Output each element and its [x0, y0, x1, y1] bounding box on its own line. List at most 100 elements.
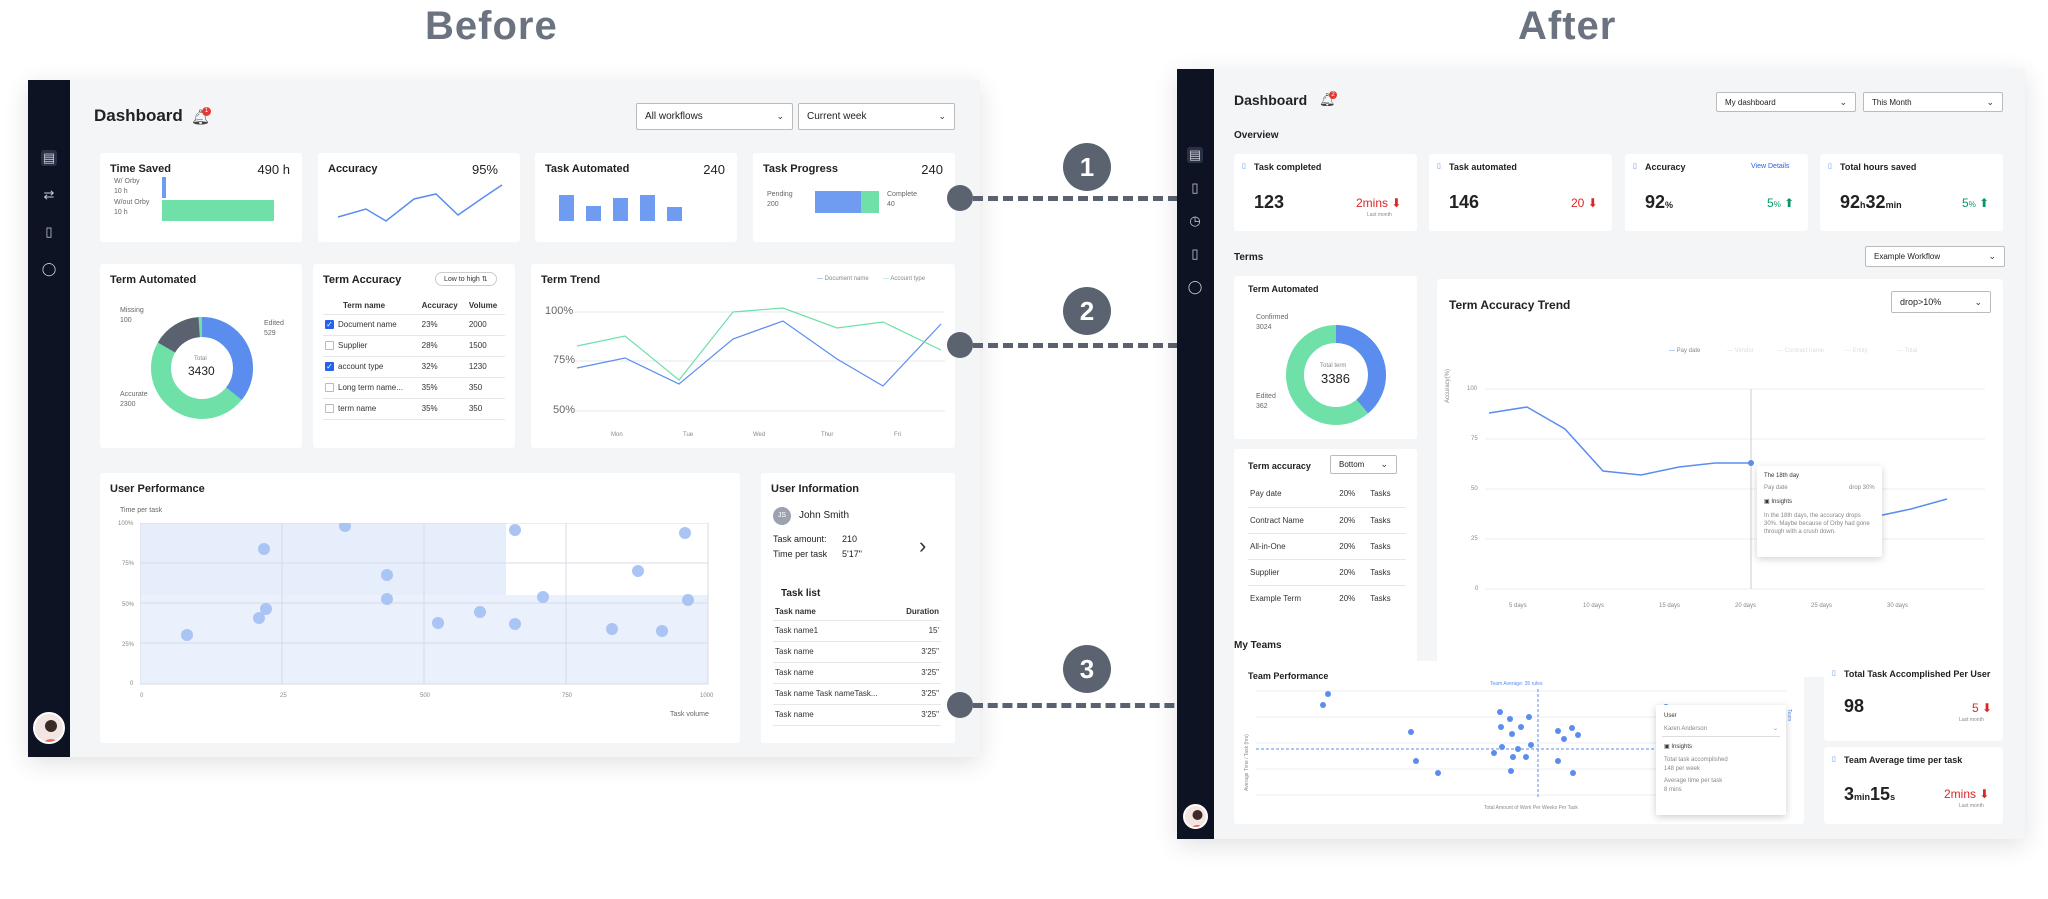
table-row[interactable]: Example Term 20% Tasks: [1248, 585, 1406, 611]
legend-label: Edited: [264, 320, 284, 327]
y-tick: 25: [1471, 536, 1478, 542]
card-title: Term accuracy: [1248, 461, 1311, 471]
task-name: Task name: [773, 662, 898, 684]
sort-button[interactable]: Low to high ⇅: [435, 272, 497, 286]
file-icon[interactable]: ▯: [1191, 246, 1199, 261]
total-task-card: ▯ Total Task Accomplished Per User 98 5 …: [1824, 661, 2003, 741]
team-performance-card: Team Performance Team Average: 35 rules …: [1234, 661, 1804, 824]
drop-filter-select[interactable]: drop>10% ⌄: [1891, 291, 1991, 313]
column-header: Volume: [466, 298, 505, 315]
arrow-down-icon: ⬇: [1979, 787, 1990, 801]
table-row[interactable]: term name 35% 350: [323, 398, 505, 420]
chevron-down-icon: ⌄: [1986, 96, 1994, 107]
table-row[interactable]: Supplier 28% 1500: [323, 335, 505, 357]
table-row[interactable]: Task name1 15': [773, 620, 941, 642]
kpi-unit: h: [1860, 200, 1866, 210]
bar-with-orby: [162, 177, 166, 198]
kpi-unit: min: [1854, 792, 1871, 802]
table-row[interactable]: Long term name... 35% 350: [323, 377, 505, 399]
task-automated-card: Task Automated 240: [535, 153, 737, 242]
before-dashboard: ▤ ⇄ ▯ ◯ Dashboard 🔔︎ 1 All workflows ⌄ Cu…: [28, 80, 980, 757]
kpi-card: ▯ Total hours saved 92h32min 5% ⬆: [1820, 154, 2003, 231]
workflow-select[interactable]: All workflows ⌄: [636, 103, 793, 130]
volume-cell: 350: [466, 377, 505, 399]
accuracy-trend-chart: [1485, 388, 1985, 590]
kpi-value: 3min15s: [1844, 784, 1895, 805]
table-row[interactable]: Task name 3'25": [773, 641, 941, 663]
tasks-link[interactable]: Tasks: [1368, 507, 1406, 534]
checkbox[interactable]: [325, 404, 334, 414]
kpi-delta: 5% ⬆: [1962, 196, 1989, 210]
tasks-link[interactable]: Tasks: [1368, 481, 1406, 508]
page-title: Dashboard: [94, 106, 183, 125]
avatar[interactable]: [33, 712, 65, 744]
chart-icon[interactable]: ▤: [41, 150, 57, 166]
workflow-select[interactable]: Example Workflow ⌄: [1865, 246, 2005, 267]
view-select[interactable]: My dashboard ⌄: [1716, 92, 1856, 112]
table-row[interactable]: Pay date 20% Tasks: [1248, 481, 1406, 508]
document-icon: ▯: [1633, 163, 1637, 170]
table-row[interactable]: Task name 3'25": [773, 704, 941, 726]
user-select[interactable]: Karen Anderson ⌄: [1662, 723, 1780, 737]
table-row[interactable]: All-in-One 20% Tasks: [1248, 533, 1406, 560]
table-row[interactable]: Task name Task nameTask... 3'25": [773, 683, 941, 705]
document-icon[interactable]: ▯: [1191, 180, 1199, 195]
accuracy-cell: 32%: [419, 356, 467, 378]
bar-without-orby: [162, 200, 274, 221]
user-icon[interactable]: ◯: [41, 261, 57, 276]
legend-label: Entity: [1852, 348, 1868, 354]
checkbox[interactable]: [325, 341, 334, 351]
tasks-link[interactable]: Tasks: [1368, 533, 1406, 560]
tasks-link[interactable]: Tasks: [1370, 593, 1391, 603]
document-icon[interactable]: ▯: [45, 224, 53, 239]
avatar[interactable]: [1183, 804, 1208, 829]
table-row[interactable]: ✓ Document name 23% 2000: [323, 314, 505, 336]
checkbox[interactable]: ✓: [325, 320, 334, 330]
section-title: Terms: [1234, 252, 1264, 263]
kpi-value-number: 3: [1844, 784, 1855, 804]
term-automated-card: Term Automated Total 3430 Missing 100 Ed…: [100, 264, 302, 448]
kpi-value: 92%: [1645, 192, 1673, 213]
x-tick: 5 days: [1509, 603, 1527, 609]
card-title: Task Automated: [545, 163, 630, 175]
card-title: Team Average time per task: [1844, 755, 1963, 765]
user-performance-scatter: [140, 523, 709, 685]
checkbox[interactable]: [325, 383, 334, 393]
x-tick: 30 days: [1887, 603, 1909, 609]
table-row[interactable]: Contract Name 20% Tasks: [1248, 507, 1406, 534]
table-row[interactable]: Task name 3'25": [773, 662, 941, 684]
chevron-right-icon[interactable]: ›: [919, 533, 927, 558]
legend-item: — Total: [1897, 348, 1918, 354]
user-icon[interactable]: ◯: [1187, 279, 1203, 294]
table-row[interactable]: ✓ account type 32% 1230: [323, 356, 505, 378]
volume-cell: 350: [466, 398, 505, 420]
step-badge: 3: [1063, 645, 1111, 693]
y-axis-label: Average Time / Task (hrs): [1244, 734, 1250, 791]
table-row[interactable]: Supplier 20% Tasks: [1248, 559, 1406, 586]
workflow-icon[interactable]: ⇄: [43, 187, 55, 202]
drop-filter-value: drop>10%: [1900, 297, 1942, 307]
kpi-delta: 2mins ⬇: [1356, 196, 1401, 210]
donut-total-label: Total: [194, 356, 207, 362]
document-icon: ▯: [1242, 163, 1246, 170]
x-tick: 10 days: [1583, 603, 1605, 609]
card-title: Term Accuracy Trend: [1449, 298, 1571, 312]
kpi-unit: min: [1885, 200, 1902, 210]
volume-cell: 1230: [466, 356, 505, 378]
card-title: Term Automated: [110, 274, 197, 286]
tasks-link[interactable]: Tasks: [1368, 559, 1406, 586]
checkbox[interactable]: ✓: [325, 362, 334, 372]
volume-cell: 2000: [466, 314, 505, 336]
term-filter-select[interactable]: Bottom ⌄: [1330, 455, 1397, 474]
chart-icon[interactable]: ▤: [1187, 147, 1203, 163]
x-tick: Wed: [753, 432, 766, 438]
card-title: Total hours saved: [1840, 162, 1917, 172]
view-details-link[interactable]: View Details: [1751, 163, 1790, 170]
clock-icon[interactable]: ◷: [1189, 213, 1201, 228]
period-select[interactable]: Current week ⌄: [798, 103, 955, 130]
legend-label: Pending: [767, 191, 793, 198]
kpi-value-number: 92: [1840, 192, 1861, 212]
term-accuracy-card: Term Accuracy Low to high ⇅ Term name Acc…: [313, 264, 515, 448]
period-select[interactable]: This Month ⌄: [1863, 92, 2003, 112]
step-badge: 1: [1063, 143, 1111, 191]
